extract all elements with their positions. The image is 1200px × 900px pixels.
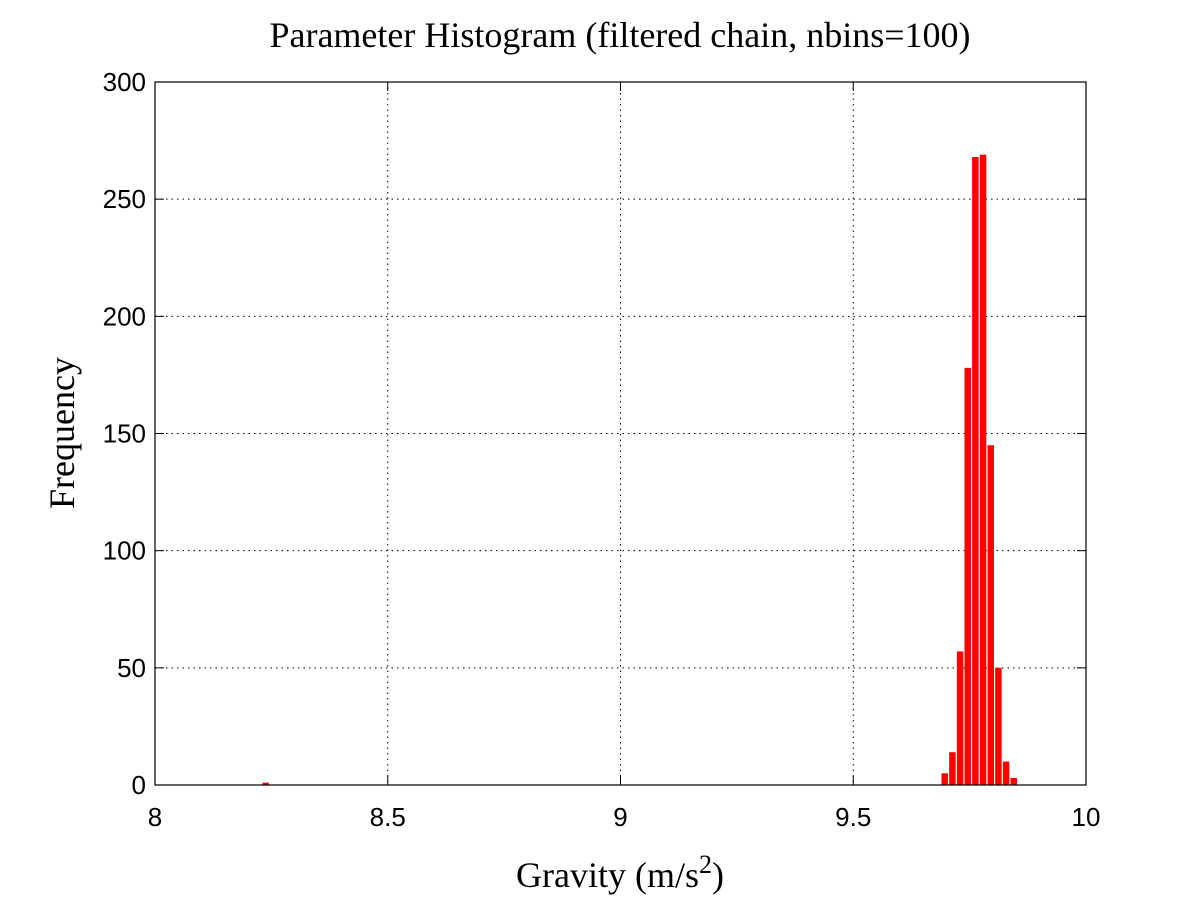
y-tick-label: 200 — [103, 301, 146, 331]
y-axis-label: Frequency — [42, 357, 82, 509]
histogram-bar — [1002, 761, 1010, 785]
histogram-bar — [995, 667, 1002, 785]
x-tick-label: 8.5 — [370, 802, 406, 832]
histogram-bar — [262, 782, 269, 785]
x-tick-labels: 8 8.5 9 9.5 10 — [148, 802, 1101, 832]
x-axis-label: Gravity (m/s2) — [516, 850, 724, 895]
x-axis-label-main: Gravity (m/s — [516, 855, 699, 895]
x-tick-label: 9.5 — [835, 802, 871, 832]
histogram-bar — [956, 651, 964, 785]
y-tick-label: 0 — [132, 770, 146, 800]
histogram-bar — [941, 773, 948, 785]
histogram-bar — [972, 156, 979, 785]
chart-title: Parameter Histogram (filtered chain, nbi… — [269, 15, 970, 55]
histogram-bar — [1010, 777, 1017, 785]
grid-lines — [155, 82, 1086, 785]
histogram-bar — [964, 367, 971, 785]
x-tick-label: 10 — [1072, 802, 1101, 832]
y-tick-label: 150 — [103, 419, 146, 449]
x-axis-label-suffix: ) — [712, 855, 724, 895]
histogram-bar — [949, 752, 956, 785]
x-tick-label: 8 — [148, 802, 162, 832]
y-tick-label: 100 — [103, 536, 146, 566]
y-tick-label: 250 — [103, 184, 146, 214]
x-axis-label-superscript: 2 — [699, 850, 712, 879]
y-tick-label: 50 — [117, 653, 146, 683]
axis-ticks — [154, 81, 1087, 786]
x-tick-label: 9 — [613, 802, 627, 832]
histogram-bar — [979, 154, 987, 786]
y-tick-label: 300 — [103, 67, 146, 97]
y-tick-labels: 0 50 100 150 200 250 300 — [103, 67, 146, 800]
histogram-bar — [987, 445, 994, 785]
histogram-bars — [262, 154, 1017, 786]
